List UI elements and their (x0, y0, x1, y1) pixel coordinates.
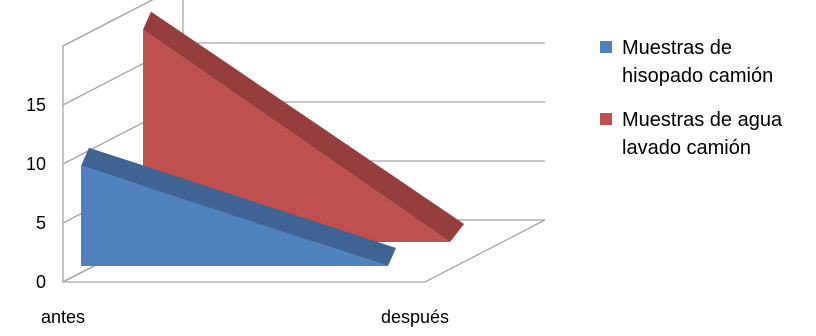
x-axis-categories: antes después (41, 307, 449, 327)
series-wash-water (142, 11, 464, 243)
legend-item-swab: Muestras de hisopado camión (600, 34, 814, 90)
y-tick-label: 15 (26, 95, 46, 115)
series-top-face (143, 11, 464, 242)
series-top-face (81, 147, 396, 266)
legend: Muestras de hisopado camión Muestras de … (600, 34, 814, 178)
series-layer (80, 11, 464, 267)
series-front-face (81, 165, 388, 266)
y-tick-label: 10 (26, 154, 46, 174)
x-category-label: antes (41, 307, 85, 327)
legend-item-wash-water: Muestras de agua lavado camión (600, 106, 814, 162)
legend-swatch-swab (600, 41, 612, 53)
x-category-label: después (381, 307, 449, 327)
series-swab (80, 147, 396, 267)
legend-swatch-wash-water (600, 113, 612, 125)
y-axis-ticks: 0 5 10 15 (26, 95, 46, 292)
series-front-face (143, 29, 450, 242)
legend-label-swab: Muestras de hisopado camión (622, 37, 774, 87)
gridline (62, 0, 154, 47)
gridline (62, 42, 545, 106)
y-tick-label: 5 (36, 213, 46, 233)
legend-label-wash-water: Muestras de agua lavado camión (622, 109, 783, 159)
y-tick-label: 0 (36, 272, 46, 292)
